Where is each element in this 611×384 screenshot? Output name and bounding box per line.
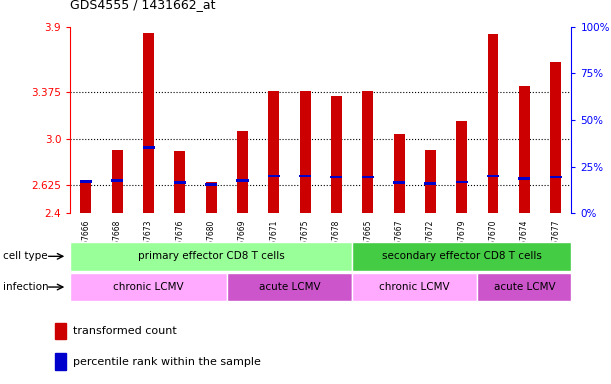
Bar [425, 182, 436, 185]
Bar [227, 273, 352, 301]
Text: acute LCMV: acute LCMV [258, 282, 320, 292]
Bar [488, 34, 499, 213]
Bar [206, 182, 217, 213]
Bar [111, 179, 123, 182]
Bar [112, 150, 123, 213]
Bar [174, 151, 185, 213]
Bar [81, 183, 92, 213]
Bar [299, 174, 311, 177]
Text: secondary effector CD8 T cells: secondary effector CD8 T cells [382, 251, 541, 262]
Bar [456, 181, 467, 184]
Bar [331, 176, 342, 179]
Bar [331, 96, 342, 213]
Bar [55, 353, 66, 370]
Bar [70, 242, 352, 271]
Bar [237, 131, 248, 213]
Bar [352, 273, 477, 301]
Text: acute LCMV: acute LCMV [494, 282, 555, 292]
Bar [352, 242, 571, 271]
Bar [519, 86, 530, 213]
Bar [174, 181, 186, 184]
Bar [55, 323, 66, 339]
Bar [268, 91, 279, 213]
Bar [550, 176, 562, 179]
Text: infection: infection [3, 282, 49, 292]
Bar [393, 181, 405, 184]
Text: chronic LCMV: chronic LCMV [379, 282, 450, 292]
Bar [477, 273, 571, 301]
Bar [70, 273, 227, 301]
Text: chronic LCMV: chronic LCMV [113, 282, 184, 292]
Bar [143, 33, 154, 213]
Bar [518, 177, 530, 180]
Bar [425, 150, 436, 213]
Bar [393, 134, 404, 213]
Bar [268, 174, 280, 177]
Text: GDS4555 / 1431662_at: GDS4555 / 1431662_at [70, 0, 216, 12]
Bar [362, 91, 373, 213]
Bar [299, 91, 310, 213]
Text: cell type: cell type [3, 251, 48, 262]
Bar [362, 176, 374, 179]
Bar [550, 62, 561, 213]
Text: primary effector CD8 T cells: primary effector CD8 T cells [138, 251, 285, 262]
Bar [205, 183, 217, 186]
Text: transformed count: transformed count [73, 326, 177, 336]
Bar [142, 146, 155, 149]
Bar [487, 174, 499, 177]
Bar [236, 179, 249, 182]
Text: percentile rank within the sample: percentile rank within the sample [73, 357, 261, 367]
Bar [456, 121, 467, 213]
Bar [80, 180, 92, 183]
